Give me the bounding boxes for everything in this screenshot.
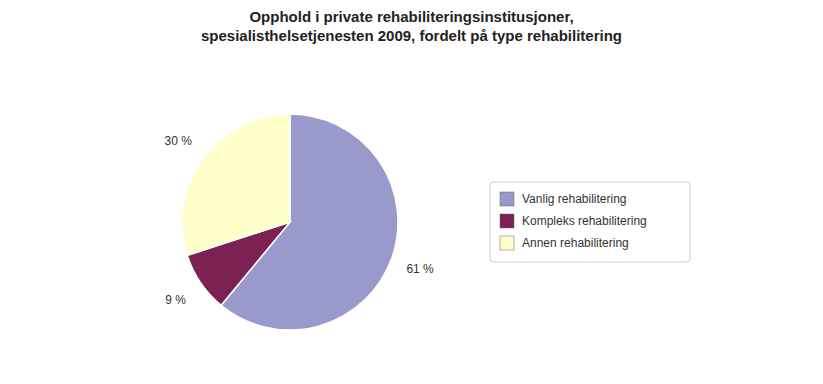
legend-swatch [500,214,514,228]
data-label: 30 % [164,134,192,148]
data-labels: 61 % 9 % 30 % [164,134,434,307]
data-label: 9 % [165,293,186,307]
title-line: spesialisthelsetjenesten 2009, fordelt p… [201,27,622,44]
chart-container: Opphold i private rehabiliteringsinstitu… [0,0,823,384]
legend: Vanlig rehabilitering Kompleks rehabilite… [490,182,690,262]
legend-frame [490,182,690,262]
chart: Opphold i private rehabiliteringsinstitu… [0,0,823,384]
data-label: 61 % [406,262,434,276]
slices [182,114,398,330]
slice [182,114,290,255]
legend-label: Annen rehabilitering [522,236,629,250]
legend-swatch [500,192,514,206]
title-line: Opphold i private rehabiliteringsinstitu… [249,8,573,25]
legend-label: Kompleks rehabilitering [522,214,647,228]
legend-swatch [500,236,514,250]
legend-label: Vanlig rehabilitering [522,192,627,206]
title: Opphold i private rehabiliteringsinstitu… [201,8,622,44]
